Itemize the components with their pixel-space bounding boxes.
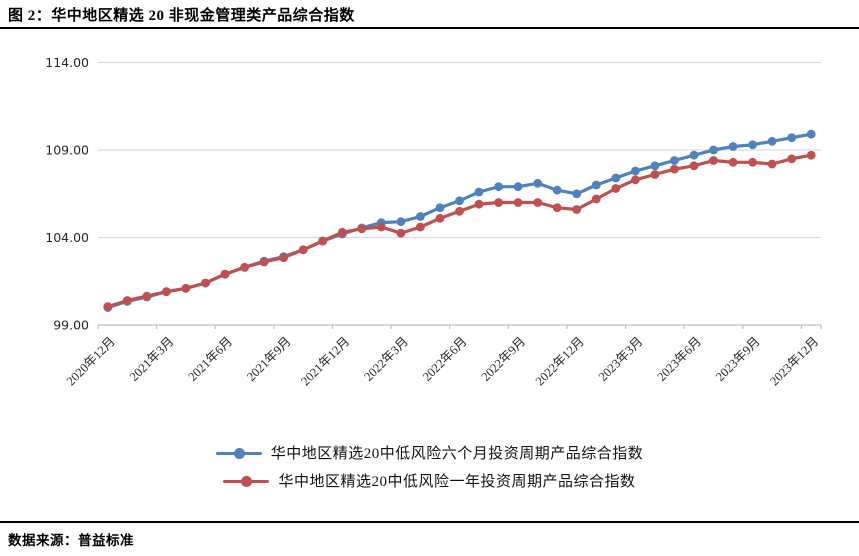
series-line — [106, 132, 813, 310]
data-point-marker — [376, 222, 386, 232]
x-axis-tick-label: 2022年12月 — [533, 334, 587, 388]
data-point-marker — [494, 182, 503, 192]
legend-label: 华中地区精选20中低风险一年投资周期产品综合指数 — [278, 474, 636, 490]
data-point-marker — [728, 142, 738, 151]
data-point-marker — [689, 150, 699, 160]
data-point-marker — [396, 217, 406, 227]
data-point-marker — [806, 129, 816, 139]
x-axis-tick-label: 2022年3月 — [361, 334, 411, 384]
data-point-marker — [787, 133, 797, 143]
data-point-marker — [748, 140, 757, 150]
data-point-marker — [767, 159, 777, 169]
x-axis-tick-label: 2023年3月 — [596, 334, 646, 384]
data-point-marker — [396, 228, 406, 238]
data-point-marker — [650, 170, 660, 179]
legend-line-marker-icon — [223, 475, 270, 487]
data-point-marker — [259, 257, 269, 267]
data-point-marker — [142, 291, 152, 301]
data-point-marker — [689, 161, 699, 171]
data-point-marker — [416, 212, 425, 221]
data-point-marker — [298, 245, 308, 255]
data-point-marker — [709, 156, 718, 165]
data-point-marker — [474, 187, 484, 197]
x-axis-tick-label: 2021年6月 — [185, 334, 235, 384]
y-axis-tick-label: 109.00 — [45, 143, 89, 158]
x-axis-tick-label: 2021年9月 — [244, 334, 294, 384]
x-axis-tick-label: 2022年9月 — [479, 334, 529, 384]
data-point-marker — [748, 157, 757, 167]
data-point-marker — [435, 203, 445, 213]
data-point-marker — [552, 203, 562, 213]
data-point-marker — [533, 198, 543, 207]
data-point-marker — [533, 178, 543, 188]
data-source: 数据来源：普益标准 — [8, 533, 134, 548]
data-point-marker — [279, 253, 288, 262]
data-point-marker — [474, 199, 484, 209]
x-axis-tick-label: 2020年12月 — [64, 334, 118, 388]
data-point-marker — [611, 173, 621, 183]
data-point-marker — [631, 166, 640, 176]
data-point-marker — [122, 296, 132, 305]
legend-label: 华中地区精选20中低风险六个月投资周期产品综合指数 — [270, 446, 644, 462]
x-axis-tick-label: 2021年3月 — [127, 334, 177, 384]
legend-item: 华中地区精选20中低风险六个月投资周期产品综合指数 — [215, 440, 644, 465]
data-point-marker — [435, 213, 445, 223]
data-point-marker — [728, 157, 738, 167]
data-point-marker — [611, 184, 621, 193]
data-point-marker — [787, 154, 797, 164]
x-axis-tick-label: 2023年9月 — [713, 334, 763, 384]
x-axis-tick-label: 2023年12月 — [767, 334, 821, 388]
data-point-marker — [455, 206, 464, 216]
x-axis-tick-label: 2022年6月 — [420, 334, 470, 384]
data-point-marker — [650, 161, 660, 171]
data-point-marker — [240, 262, 250, 272]
x-axis-tick-label: 2023年6月 — [654, 334, 704, 384]
data-point-marker — [455, 196, 464, 206]
figure-title: 图 2：华中地区精选 20 非现金管理类产品综合指数 — [8, 8, 355, 24]
y-axis-tick-label: 104.00 — [45, 230, 89, 245]
data-point-marker — [631, 175, 640, 185]
data-point-marker — [513, 182, 523, 192]
data-point-marker — [494, 198, 503, 207]
data-point-marker — [670, 156, 679, 165]
data-point-marker — [220, 269, 230, 279]
footer-divider-line — [0, 521, 859, 523]
chart-legend: 华中地区精选20中低风险六个月投资周期产品综合指数 华中地区精选20中低风险一年投… — [0, 440, 859, 493]
y-axis-tick-label: 99.00 — [53, 318, 89, 333]
data-point-marker — [767, 136, 777, 146]
data-point-marker — [552, 185, 562, 195]
data-point-marker — [709, 145, 718, 155]
data-point-marker — [318, 236, 328, 246]
data-point-marker — [670, 164, 679, 174]
data-point-marker — [513, 198, 523, 207]
legend-line-marker-icon — [215, 447, 262, 459]
data-point-marker — [357, 224, 367, 234]
y-axis-tick-label: 114.00 — [45, 55, 89, 70]
data-point-marker — [162, 287, 171, 297]
title-divider-line — [0, 27, 859, 29]
data-point-marker — [201, 278, 210, 288]
data-point-marker — [103, 302, 113, 311]
data-point-marker — [572, 189, 582, 199]
legend-item: 华中地区精选20中低风险一年投资周期产品综合指数 — [223, 468, 635, 493]
data-point-marker — [806, 150, 816, 160]
data-point-marker — [591, 194, 601, 204]
data-point-marker — [416, 222, 425, 232]
series-line — [106, 153, 813, 309]
x-axis-tick-label: 2021年12月 — [298, 334, 352, 388]
data-point-marker — [591, 180, 601, 190]
data-point-marker — [181, 283, 191, 293]
data-point-marker — [337, 227, 347, 237]
data-point-marker — [572, 205, 582, 214]
